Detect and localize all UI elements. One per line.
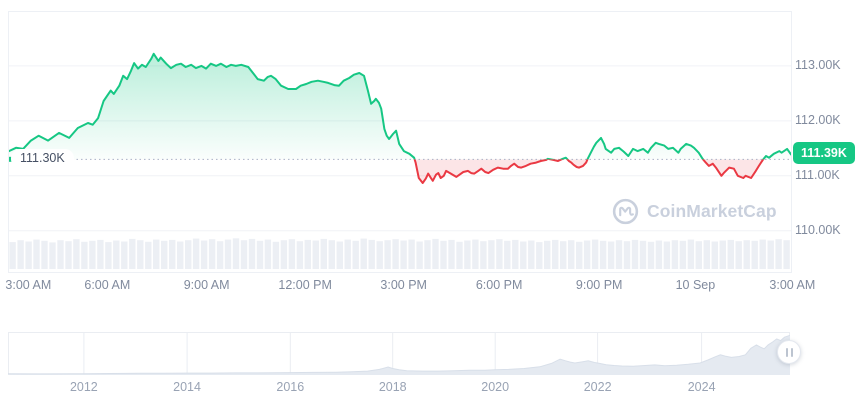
x-axis-label: 9:00 PM: [575, 278, 623, 292]
navigator-year-label: 2014: [173, 380, 201, 394]
handle-grip-bar: [785, 347, 788, 357]
baseline-price-label: 111.30K: [11, 149, 74, 169]
y-axis-label: 111.00K: [795, 167, 840, 182]
navigator-handle[interactable]: [777, 340, 801, 364]
navigator-year-label: 2024: [687, 380, 716, 394]
x-axis-label: 6:00 AM: [84, 278, 131, 292]
x-axis-label: 12:00 PM: [278, 278, 332, 292]
main-chart-panel[interactable]: [8, 11, 792, 273]
x-axis-label: 10 Sep: [675, 278, 716, 292]
navigator-year-label: 2012: [69, 380, 98, 394]
x-axis-label: 3:00 PM: [380, 278, 427, 292]
navigator-year-label: 2020: [481, 380, 510, 394]
last-price-badge: 111.39K: [793, 142, 855, 165]
x-axis-label: 3:00 AM: [5, 278, 52, 292]
range-navigator[interactable]: [8, 332, 790, 375]
navigator-canvas[interactable]: [8, 332, 790, 375]
navigator-year-label: 2016: [276, 380, 305, 394]
x-axis-label: 9:00 AM: [183, 278, 230, 292]
navigator-year-label: 2022: [583, 380, 612, 394]
y-axis-label: 110.00K: [795, 222, 841, 237]
navigator-year-label: 2018: [378, 380, 407, 394]
y-axis-label: 113.00K: [795, 57, 841, 72]
handle-grip-bar: [790, 347, 793, 357]
x-axis-label: 6:00 PM: [475, 278, 523, 292]
y-axis-label: 112.00K: [795, 112, 841, 127]
price-chart-canvas[interactable]: [9, 12, 791, 272]
x-axis-label: 3:00 AM: [769, 278, 816, 292]
